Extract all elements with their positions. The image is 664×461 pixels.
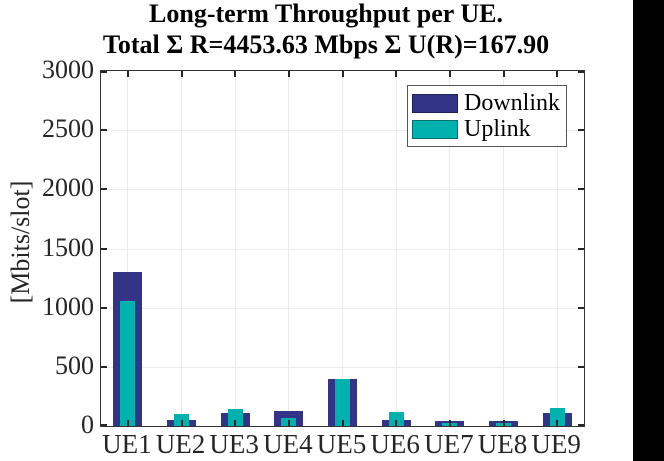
x-tick-mark <box>341 420 344 426</box>
x-tick-mark <box>287 71 290 77</box>
legend-label-uplink: Uplink <box>464 116 531 142</box>
gridline-vertical <box>556 71 558 426</box>
x-tick-mark <box>180 420 183 426</box>
downlink-swatch-icon <box>412 93 458 113</box>
bar-uplink-ue6 <box>388 412 404 426</box>
y-tick-label: 500 <box>55 350 94 380</box>
y-tick-label: 1500 <box>42 232 94 262</box>
bar-uplink-ue1 <box>120 301 136 426</box>
legend-item-uplink: Uplink <box>412 117 566 141</box>
y-tick-mark <box>578 306 584 309</box>
y-tick-mark <box>101 424 107 426</box>
y-tick-mark <box>578 71 584 73</box>
gridline-vertical <box>181 71 182 426</box>
bar-uplink-ue3 <box>227 408 243 426</box>
x-tick-mark <box>448 71 451 77</box>
y-tick-label: 0 <box>81 410 94 439</box>
y-tick-mark <box>578 129 584 132</box>
bar-uplink-ue5 <box>335 378 350 426</box>
x-tick-mark <box>234 420 237 426</box>
y-tick-mark <box>578 365 584 368</box>
gridline-vertical <box>288 71 290 426</box>
chart-title-line2: Total Σ R=4453.63 Mbps Σ U(R)=167.90 <box>102 30 550 59</box>
x-tick-mark <box>234 71 237 77</box>
legend: Downlink Uplink <box>407 85 567 147</box>
x-tick-mark <box>556 71 559 77</box>
x-tick-label: UE2 <box>155 429 206 459</box>
bar-uplink-ue2 <box>174 413 189 426</box>
x-tick-mark <box>395 420 398 426</box>
gridline-vertical <box>342 71 343 426</box>
gridline-vertical <box>503 71 504 426</box>
y-tick-label: 2500 <box>42 114 94 144</box>
x-tick-label: UE1 <box>102 429 152 459</box>
x-tick-label: UE9 <box>531 429 581 459</box>
x-tick-mark <box>395 71 398 77</box>
x-tick-mark <box>556 420 559 426</box>
bar-uplink-ue9 <box>549 408 565 426</box>
gridline-vertical <box>395 71 397 426</box>
x-tick-mark <box>448 420 451 426</box>
gridline-vertical <box>234 71 236 426</box>
y-tick-mark <box>101 247 107 250</box>
x-tick-mark <box>341 71 344 77</box>
gridline-vertical <box>127 71 129 426</box>
right-black-bar <box>633 0 664 461</box>
x-tick-mark <box>126 420 129 426</box>
x-tick-label: UE8 <box>477 429 528 459</box>
y-tick-label: 3000 <box>42 55 94 84</box>
x-tick-label: UE4 <box>263 429 313 459</box>
y-tick-mark <box>101 306 107 309</box>
uplink-swatch-icon <box>412 119 458 139</box>
y-tick-mark <box>101 129 107 132</box>
x-tick-mark <box>126 71 129 77</box>
x-tick-label: UE7 <box>424 429 474 459</box>
y-tick-label: 1000 <box>42 291 94 321</box>
y-tick-mark <box>101 71 107 73</box>
x-tick-mark <box>502 71 505 77</box>
y-tick-mark <box>101 365 107 368</box>
y-tick-mark <box>578 188 584 191</box>
y-tick-mark <box>578 247 584 250</box>
x-tick-label: UE3 <box>209 429 259 459</box>
y-tick-mark <box>101 188 107 191</box>
legend-item-downlink: Downlink <box>412 91 566 115</box>
plot-area <box>100 70 585 427</box>
x-tick-mark <box>502 420 505 426</box>
legend-label-downlink: Downlink <box>464 90 560 116</box>
x-tick-mark <box>180 71 183 77</box>
y-tick-mark <box>578 424 584 426</box>
x-tick-label: UE6 <box>370 429 420 459</box>
chart-title: Long-term Throughput per UE. Total Σ R=4… <box>0 0 652 60</box>
gridline-vertical <box>449 71 451 426</box>
y-tick-label: 2000 <box>42 173 94 203</box>
chart-title-line1: Long-term Throughput per UE. <box>149 0 503 28</box>
x-tick-mark <box>287 420 290 426</box>
x-tick-label: UE5 <box>316 429 367 459</box>
